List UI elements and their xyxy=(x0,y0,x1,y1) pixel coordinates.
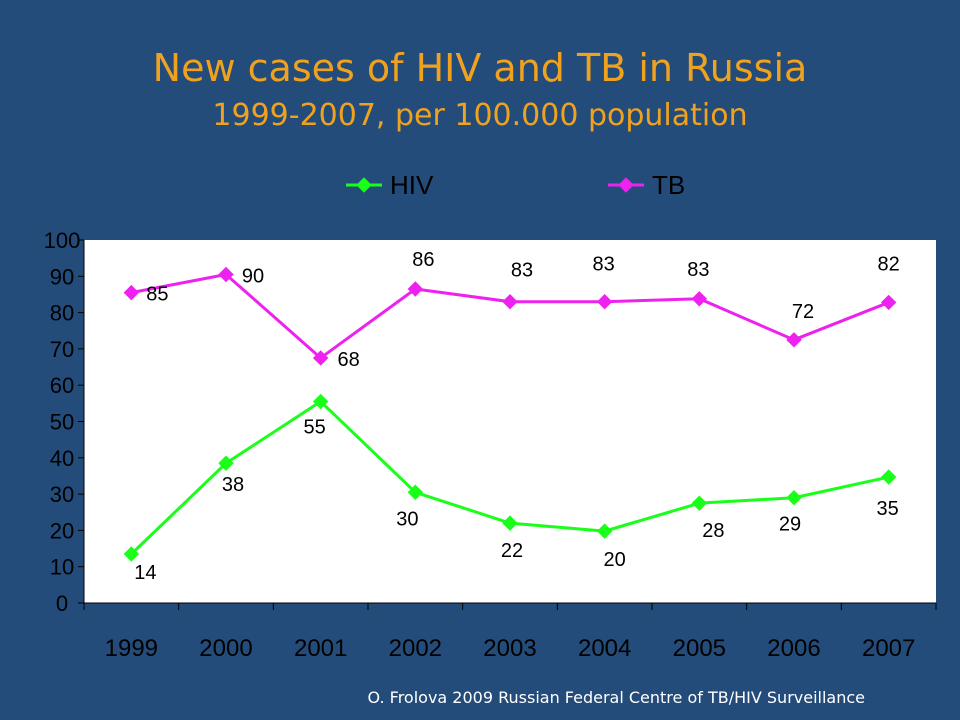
x-tick-label: 2004 xyxy=(578,635,631,662)
x-tick-label: 2002 xyxy=(389,635,442,662)
tb-point xyxy=(880,294,897,311)
y-tick-label: 0 xyxy=(56,591,68,616)
tb-data-label: 90 xyxy=(242,265,264,287)
tb-point xyxy=(218,266,234,283)
y-tick-label: 10 xyxy=(50,555,74,580)
legend-label: HIV xyxy=(390,170,434,200)
hiv-data-label: 20 xyxy=(604,549,626,571)
hiv-data-label: 14 xyxy=(134,562,156,584)
hiv-data-label: 38 xyxy=(222,474,244,496)
tb-point xyxy=(502,294,518,310)
hiv-point xyxy=(123,546,140,562)
tb-data-label: 83 xyxy=(593,254,615,276)
x-tick-label: 2001 xyxy=(294,635,347,662)
x-tick-label: 2005 xyxy=(673,635,726,662)
hiv-point xyxy=(880,469,897,485)
hiv-point xyxy=(596,523,613,539)
legend-swatch-marker xyxy=(356,177,372,193)
hiv-data-label: 55 xyxy=(304,417,326,439)
tb-point xyxy=(691,291,708,307)
hiv-data-label: 29 xyxy=(779,514,801,536)
y-tick-label: 90 xyxy=(50,264,74,289)
y-tick-label: 20 xyxy=(50,518,74,543)
tb-data-label: 83 xyxy=(511,260,533,282)
x-tick-label: 2006 xyxy=(767,635,820,662)
hiv-point xyxy=(786,490,802,506)
chart-title: New cases of HIV and TB in Russia 1999-2… xyxy=(0,42,960,138)
y-tick-label: 40 xyxy=(50,446,74,471)
tb-point xyxy=(123,284,140,301)
hiv-data-label: 22 xyxy=(501,540,523,562)
tb-data-label: 68 xyxy=(338,349,360,371)
hiv-data-label: 28 xyxy=(702,520,724,542)
tb-data-label: 83 xyxy=(687,259,709,281)
x-tick-label: 2000 xyxy=(199,635,252,662)
hiv-point xyxy=(691,495,708,511)
y-tick-label: 80 xyxy=(50,301,74,326)
y-tick-label: 70 xyxy=(50,337,74,362)
hiv-point xyxy=(407,484,424,500)
tb-data-label: 86 xyxy=(412,249,434,271)
tb-data-label: 82 xyxy=(878,253,900,275)
y-tick-label: 100 xyxy=(44,228,81,253)
x-tick-label: 1999 xyxy=(105,635,158,662)
tb-point xyxy=(596,294,613,310)
source-citation: O. Frolova 2009 Russian Federal Centre o… xyxy=(367,688,865,707)
legend-label: TB xyxy=(652,170,685,200)
x-tick-label: 2007 xyxy=(862,635,915,662)
tb-data-label: 85 xyxy=(146,284,168,306)
hiv-data-label: 30 xyxy=(396,508,418,530)
x-tick-label: 2003 xyxy=(483,635,536,662)
tb-point xyxy=(407,281,424,297)
y-tick-label: 60 xyxy=(50,373,74,398)
title-line-2: 1999-2007, per 100.000 population xyxy=(212,98,748,133)
title-line-1: New cases of HIV and TB in Russia xyxy=(152,46,808,90)
hiv-point xyxy=(218,455,234,471)
y-tick-label: 50 xyxy=(50,410,74,435)
tb-data-label: 72 xyxy=(792,301,814,323)
tb-point xyxy=(786,332,802,348)
hiv-point xyxy=(312,393,329,410)
y-tick-label: 30 xyxy=(50,482,74,507)
legend-swatch-marker xyxy=(618,177,634,193)
hiv-point xyxy=(502,515,518,531)
tb-point xyxy=(312,350,329,366)
hiv-data-label: 35 xyxy=(877,498,899,520)
